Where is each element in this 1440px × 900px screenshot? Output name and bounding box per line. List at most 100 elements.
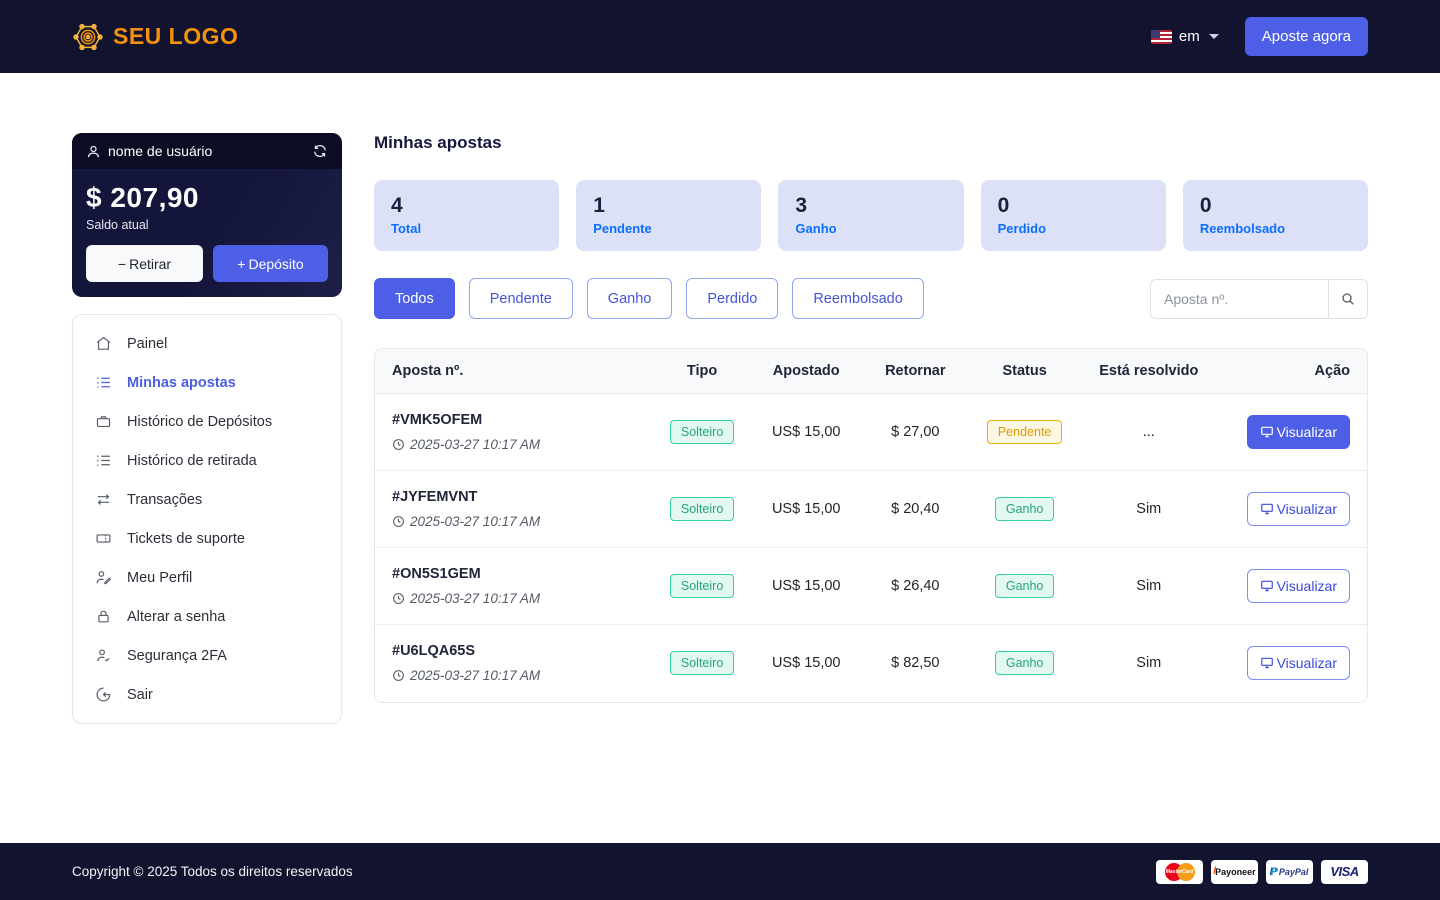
monitor-icon <box>1260 502 1274 516</box>
sidebar-item-sair[interactable]: Sair <box>85 675 329 714</box>
sidebar-item-minhas-apostas[interactable]: Minhas apostas <box>85 363 329 402</box>
bet-id: #ON5S1GEM <box>392 566 481 582</box>
search-button[interactable] <box>1328 278 1368 319</box>
bets-table: Aposta nº. Tipo Apostado Retornar Status… <box>374 348 1368 703</box>
staked-amount: US$ 15,00 <box>751 547 861 625</box>
deposit-button[interactable]: + Depósito <box>213 245 328 282</box>
username-row: nome de usuário <box>86 143 212 159</box>
table-row: #ON5S1GEM 2025-03-27 10:17 AM Solteiro U… <box>375 547 1367 625</box>
clock-icon <box>392 515 405 528</box>
balance-label: Saldo atual <box>86 218 149 232</box>
bet-now-button[interactable]: Aposte agora <box>1244 17 1368 56</box>
stat-card-total: 4 Total <box>374 180 560 251</box>
resolved-value: Sim <box>1136 655 1162 672</box>
search-icon <box>1340 291 1356 307</box>
bet-date: 2025-03-27 10:17 AM <box>410 514 541 529</box>
monitor-icon <box>1260 656 1274 670</box>
status-badge: Ganho <box>994 651 1055 676</box>
bet-date: 2025-03-27 10:17 AM <box>410 668 541 684</box>
type-badge: Solteiro <box>669 497 735 521</box>
return-amount: $ 20,40 <box>860 470 970 548</box>
type-badge: Solteiro <box>669 420 735 444</box>
resolved-value: ... <box>1079 393 1219 471</box>
table-row: #JYFEMVNT 2025-03-27 10:17 AM Solteiro U… <box>375 470 1367 548</box>
view-button[interactable]: Visualizar <box>1246 415 1350 449</box>
sidebar-item-meu-perfil[interactable]: Meu Perfil <box>85 558 329 597</box>
filter-todos[interactable]: Todos <box>374 278 455 319</box>
visa-icon: VISA <box>1321 859 1368 884</box>
main-content: Minhas apostas 4 Total 1 Pendente 3 Ganh… <box>374 133 1369 703</box>
payoneer-icon: / Payoneer <box>1211 859 1258 884</box>
table-header-row: Aposta nº. Tipo Apostado Retornar Status… <box>375 349 1367 394</box>
filter-buttons: Todos Pendente Ganho Perdido Reembolsado <box>374 278 924 319</box>
paypal-icon: P PayPal <box>1266 859 1313 884</box>
sidebar-item-seguranca-2fa[interactable]: Segurança 2FA <box>85 636 329 675</box>
refresh-icon[interactable] <box>312 143 328 159</box>
sidebar-item-historico-depositos[interactable]: Histórico de Depósitos <box>85 402 329 441</box>
language-selector[interactable]: em <box>1150 28 1219 45</box>
user-balance-card: nome de usuário $ 207,90 Saldo atual − Re… <box>72 133 342 297</box>
return-amount: $ 26,40 <box>860 547 970 625</box>
payment-methods: MasterCard / Payoneer P PayPal VISA <box>1156 859 1368 884</box>
filter-pendente[interactable]: Pendente <box>468 278 573 319</box>
mastercard-icon: MasterCard <box>1156 859 1203 884</box>
bet-id: #VMK5OFEM <box>392 412 483 428</box>
resolved-value: Sim <box>1079 470 1219 548</box>
return-amount: $ 27,00 <box>860 393 970 471</box>
sidebar-item-tickets-suporte[interactable]: Tickets de suporte <box>85 519 329 558</box>
sidebar: nome de usuário $ 207,90 Saldo atual − Re… <box>72 133 342 724</box>
staked-amount: US$ 15,00 <box>751 393 861 471</box>
monitor-icon <box>1260 425 1274 439</box>
clock-icon <box>392 669 405 682</box>
sidebar-item-transacoes[interactable]: Transações <box>85 480 329 519</box>
clock-icon <box>392 592 405 605</box>
bet-date: 2025-03-27 10:17 AM <box>410 437 541 452</box>
clock-icon <box>392 438 405 451</box>
filter-perdido[interactable]: Perdido <box>686 278 779 319</box>
status-badge: Pendente <box>986 420 1063 444</box>
table-row: #U6LQA65S 2025-03-27 10:17 AM Solteiro U… <box>375 625 1367 702</box>
search-input[interactable] <box>1150 278 1328 319</box>
bet-id: #U6LQA65S <box>392 643 476 660</box>
type-badge: Solteiro <box>669 651 735 676</box>
navbar: SEU LOGO em Aposte agora <box>0 0 1440 73</box>
copyright-text: Copyright © 2025 Todos os direitos reser… <box>72 864 353 879</box>
view-button[interactable]: Visualizar <box>1246 492 1350 526</box>
brand-name: SEU LOGO <box>113 23 239 49</box>
language-code: em <box>1178 28 1200 45</box>
bet-date: 2025-03-27 10:17 AM <box>410 591 541 606</box>
stat-card-pendente: 1 Pendente <box>576 180 762 251</box>
sidebar-item-historico-retirada[interactable]: Histórico de retirada <box>85 441 329 480</box>
bet-search <box>1150 278 1368 319</box>
sidebar-item-alterar-senha[interactable]: Alterar a senha <box>85 597 329 636</box>
stat-card-ganho: 3 Ganho <box>778 180 964 251</box>
page-title: Minhas apostas <box>374 133 502 152</box>
minus-icon: − <box>117 255 127 272</box>
chevron-down-icon <box>1208 34 1219 39</box>
withdraw-button[interactable]: − Retirar <box>86 245 203 282</box>
return-amount: $ 82,50 <box>891 655 940 672</box>
stat-card-reembolsado: 0 Reembolsado <box>1182 180 1369 251</box>
bet-id: #JYFEMVNT <box>392 489 478 505</box>
monitor-icon <box>1260 579 1274 593</box>
table-row: #VMK5OFEM 2025-03-27 10:17 AM Solteiro U… <box>375 393 1367 471</box>
filter-reembolsado[interactable]: Reembolsado <box>792 278 924 319</box>
user-icon <box>86 144 101 159</box>
status-badge: Ganho <box>994 574 1055 598</box>
sidebar-item-painel[interactable]: Painel <box>85 324 329 363</box>
resolved-value: Sim <box>1079 547 1219 625</box>
balance-amount: $ 207,90 <box>86 182 199 213</box>
filter-ganho[interactable]: Ganho <box>586 278 673 319</box>
network-logo-icon <box>72 21 104 53</box>
type-badge: Solteiro <box>669 574 735 598</box>
status-badge: Ganho <box>994 497 1055 521</box>
username: nome de usuário <box>108 143 213 159</box>
us-flag-icon <box>1150 29 1172 44</box>
sidebar-menu: Painel Minhas apostas Histórico de Depós… <box>72 314 342 724</box>
brand-logo[interactable]: SEU LOGO <box>72 21 238 53</box>
stat-card-perdido: 0 Perdido <box>980 180 1166 251</box>
staked-amount: US$ 15,00 <box>751 470 861 548</box>
view-button[interactable]: Visualizar <box>1246 569 1350 603</box>
stats-row: 4 Total 1 Pendente 3 Ganho 0 Perdido 0 R… <box>374 180 1369 251</box>
view-button[interactable]: Visualizar <box>1246 646 1350 681</box>
